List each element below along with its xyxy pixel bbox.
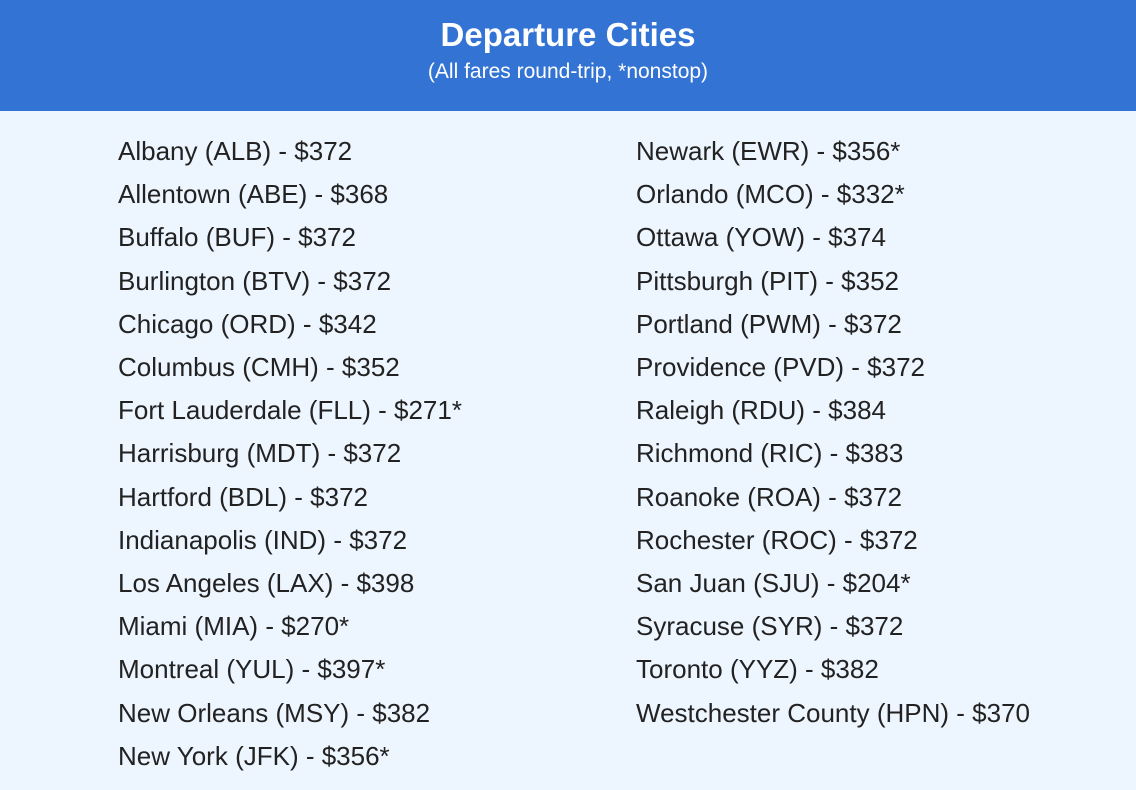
city-fare-item: Indianapolis (IND) - $372 — [118, 524, 408, 555]
city-fare-item: Roanoke (ROA) - $372 — [636, 481, 902, 512]
city-fare-item: Orlando (MCO) - $332* — [636, 179, 905, 210]
city-fare-item: Los Angeles (LAX) - $398 — [118, 568, 415, 599]
city-fare-item: Newark (EWR) - $356* — [636, 136, 901, 166]
city-fare-item: Richmond (RIC) - $383 — [636, 438, 904, 469]
city-fare-item: Rochester (ROC) - $372 — [636, 524, 918, 555]
city-column-right: Newark (EWR) - $356* Orlando (MCO) - $332… — [636, 130, 1030, 735]
city-fare-item: Fort Lauderdale (FLL) - $271* — [118, 395, 462, 426]
city-fare-item: Raleigh (RDU) - $384 — [636, 395, 886, 426]
page-subtitle: (All fares round-trip, *nonstop) — [427, 60, 709, 83]
header: Departure Cities (All fares round-trip, … — [0, 0, 1136, 111]
city-fare-item: Albany (ALB) - $372 — [118, 136, 353, 166]
city-fare-item: Buffalo (BUF) - $372 — [118, 222, 356, 253]
city-fare-item: San Juan (SJU) - $204* — [636, 568, 911, 599]
city-fare-item: Pittsburgh (PIT) - $352 — [636, 265, 899, 296]
city-fare-item: Portland (PWM) - $372 — [636, 308, 902, 339]
city-fare-item: Chicago (ORD) - $342 — [118, 308, 377, 339]
city-fare-item: Toronto (YYZ) - $382 — [636, 654, 879, 685]
page-title: Departure Cities — [440, 16, 696, 53]
city-fare-item: Syracuse (SYR) - $372 — [636, 611, 904, 642]
city-fare-item: New Orleans (MSY) - $382 — [118, 697, 431, 728]
city-fare-item: Providence (PVD) - $372 — [636, 352, 926, 383]
city-fare-item: Harrisburg (MDT) - $372 — [118, 438, 402, 469]
city-column-left: Albany (ALB) - $372 Allentown (ABE) - $36… — [118, 130, 462, 778]
city-fare-item: Allentown (ABE) - $368 — [118, 179, 389, 210]
city-fare-item: New York (JFK) - $356* — [118, 740, 390, 771]
city-fare-item: Miami (MIA) - $270* — [118, 611, 350, 642]
city-fare-item: Columbus (CMH) - $352 — [118, 352, 400, 383]
city-fare-item: Ottawa (YOW) - $374 — [636, 222, 886, 253]
city-fare-item: Montreal (YUL) - $397* — [118, 654, 386, 685]
city-fare-item: Burlington (BTV) - $372 — [118, 265, 392, 296]
city-fare-item: Hartford (BDL) - $372 — [118, 481, 368, 512]
city-fare-item: Westchester County (HPN) - $370 — [636, 697, 1030, 728]
